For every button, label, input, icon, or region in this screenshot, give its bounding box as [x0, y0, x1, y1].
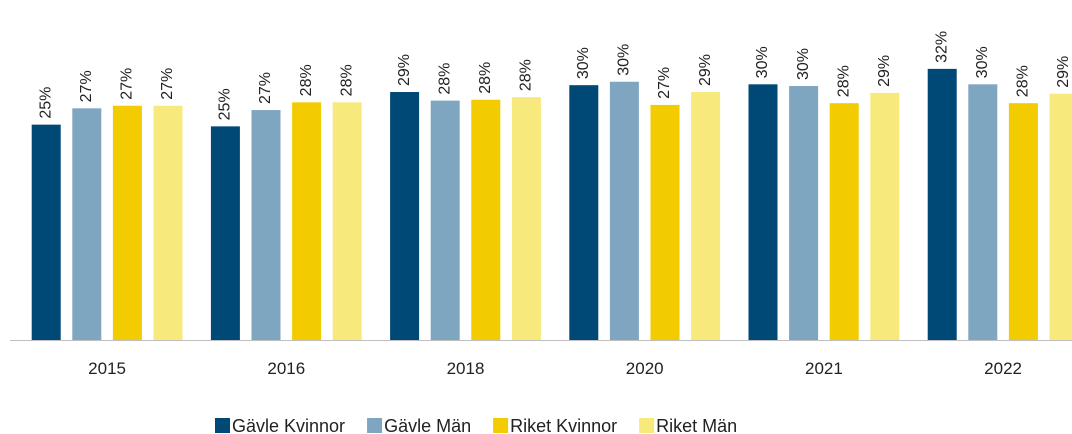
legend-swatch	[215, 418, 230, 433]
legend-swatch	[367, 418, 383, 433]
data-label: 30%	[616, 44, 633, 76]
data-label: 29%	[1055, 56, 1072, 88]
data-label: 30%	[974, 46, 991, 78]
bar	[968, 84, 998, 340]
legend-label: Gävle Kvinnor	[232, 416, 345, 434]
data-label: 27%	[78, 70, 95, 102]
bar	[210, 126, 240, 340]
data-label: 28%	[436, 63, 453, 95]
bar	[430, 100, 460, 340]
x-tick-label: 2018	[447, 359, 485, 378]
data-label: 30%	[795, 48, 812, 80]
legend-label: Riket Män	[656, 416, 737, 434]
bar	[251, 110, 281, 340]
legend-swatch	[493, 418, 509, 433]
data-label: 27%	[257, 72, 274, 104]
legend-label: Riket Kvinnor	[510, 416, 617, 434]
data-label: 28%	[835, 65, 852, 97]
data-label: 30%	[754, 46, 771, 78]
data-label: 27%	[119, 68, 136, 100]
bar	[511, 97, 541, 340]
x-tick-label: 2020	[626, 359, 664, 378]
data-label: 25%	[37, 87, 54, 119]
bar	[31, 124, 61, 340]
bar	[927, 68, 957, 340]
bar	[650, 104, 680, 341]
legend-label: Gävle Män	[384, 416, 471, 434]
data-label: 28%	[518, 59, 535, 91]
bar	[390, 92, 420, 341]
data-label: 32%	[933, 31, 950, 63]
x-tick-label: 2016	[267, 359, 305, 378]
data-label: 29%	[697, 54, 714, 86]
data-label: 28%	[477, 62, 494, 94]
data-label: 25%	[217, 88, 234, 120]
data-label: 28%	[298, 64, 315, 96]
bar	[829, 103, 859, 340]
data-label: 29%	[876, 55, 893, 87]
data-label: 29%	[396, 54, 413, 86]
data-label: 30%	[575, 47, 592, 79]
data-label: 28%	[338, 64, 355, 96]
bar	[789, 86, 819, 340]
bar	[748, 84, 778, 340]
bar	[691, 92, 721, 341]
bar	[153, 105, 183, 341]
bar	[72, 108, 102, 340]
x-tick-label: 2015	[88, 359, 126, 378]
bar	[609, 81, 639, 340]
legend-swatch	[639, 418, 655, 433]
bar	[569, 85, 599, 340]
x-tick-label: 2021	[805, 359, 843, 378]
bar	[1008, 103, 1038, 340]
bar	[112, 105, 142, 341]
data-label: 27%	[159, 68, 176, 100]
bar	[471, 99, 501, 340]
bar	[292, 102, 322, 340]
x-tick-label: 2022	[984, 359, 1022, 378]
bar	[332, 102, 362, 340]
bar	[1049, 93, 1072, 340]
data-label: 28%	[1015, 65, 1032, 97]
bar	[870, 92, 900, 340]
data-label: 27%	[656, 67, 673, 99]
